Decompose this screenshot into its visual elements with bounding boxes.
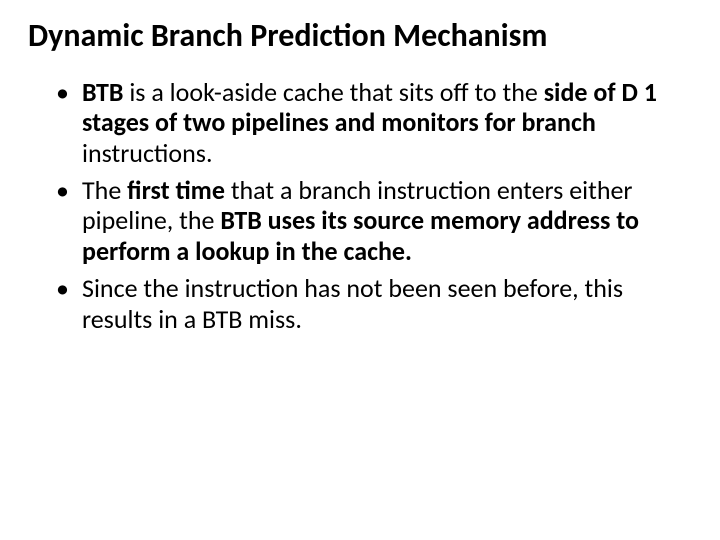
slide: Dynamic Branch Prediction Mechanism BTB …: [0, 0, 720, 540]
bullet-list: BTB is a look-aside cache that sits off …: [28, 77, 692, 334]
text: is a look-aside cache that sits off to t…: [123, 76, 543, 108]
bullet-item: BTB is a look-aside cache that sits off …: [62, 77, 688, 169]
text: The: [82, 174, 127, 206]
text: Since the instruction has not been seen …: [82, 272, 623, 335]
text: instructions.: [82, 137, 213, 169]
bold-text: BTB: [82, 76, 123, 108]
slide-title: Dynamic Branch Prediction Mechanism: [28, 18, 692, 55]
bullet-item: The first time that a branch instruction…: [62, 175, 688, 267]
bold-text: first time: [127, 174, 225, 206]
bullet-item: Since the instruction has not been seen …: [62, 273, 688, 334]
